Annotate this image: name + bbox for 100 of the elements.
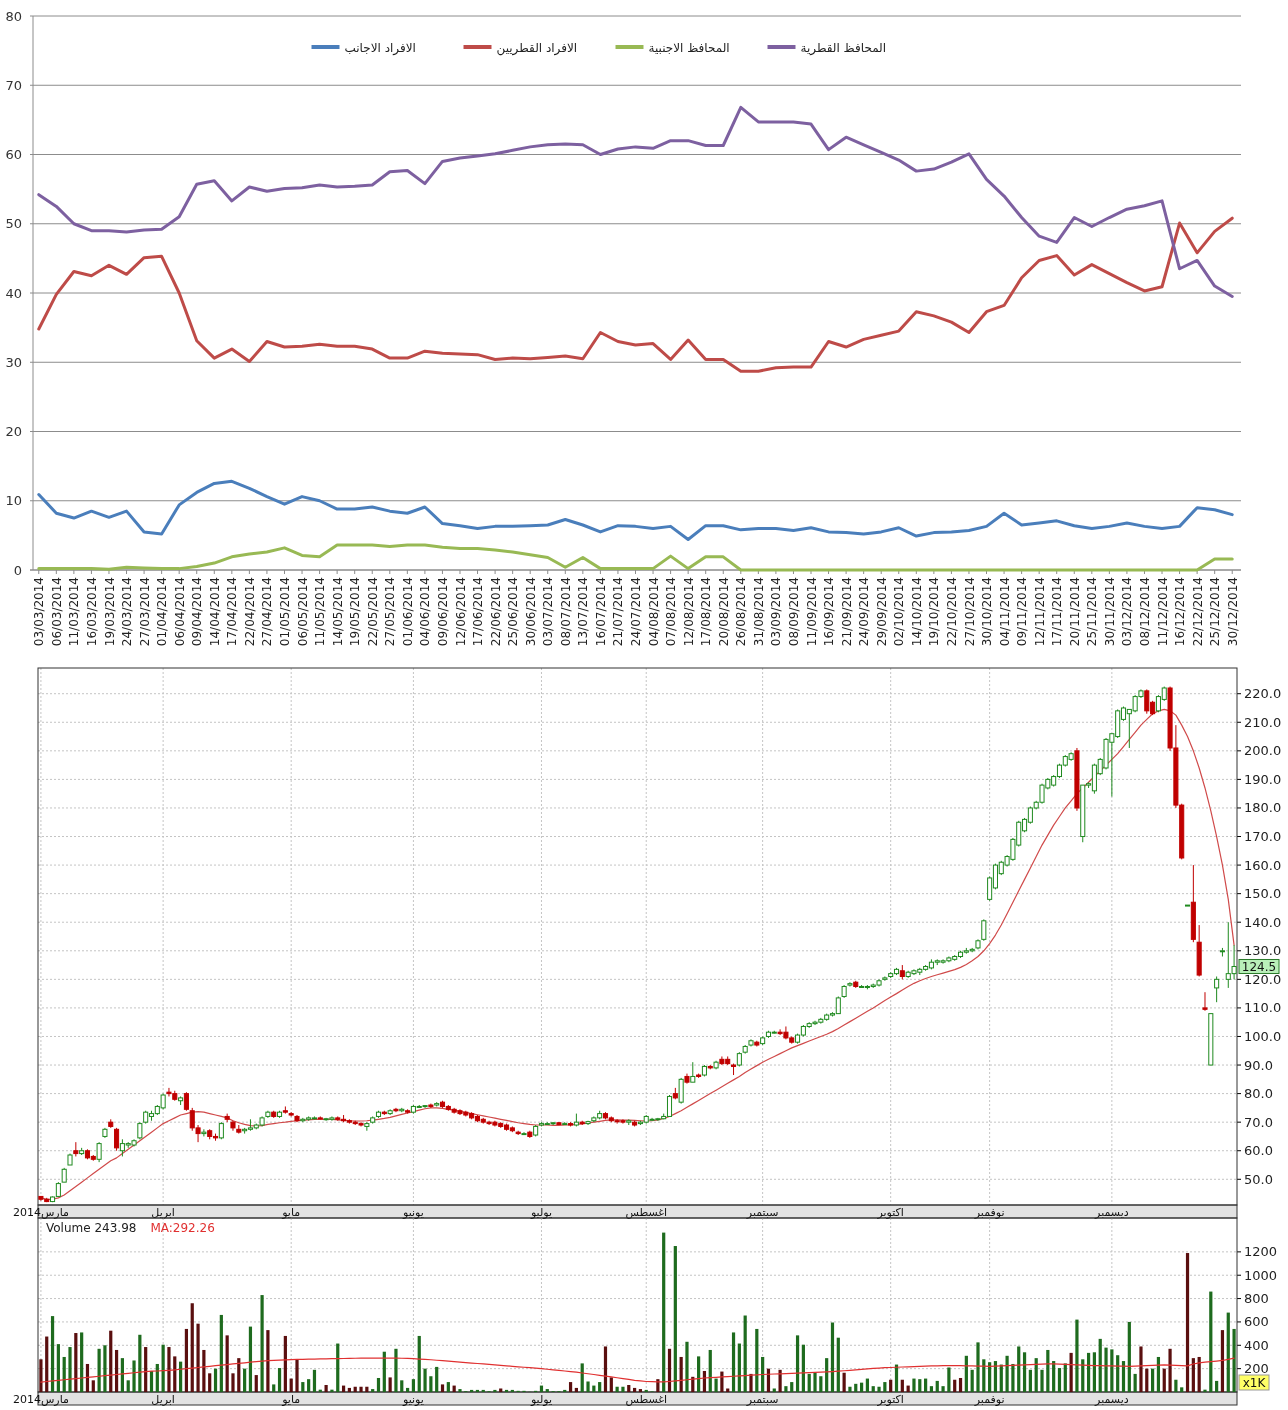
y-tick-label: 140.0 — [1244, 914, 1282, 930]
bar — [743, 1315, 747, 1392]
candlestick — [981, 918, 987, 942]
bar — [627, 1384, 631, 1392]
bar — [376, 1377, 381, 1392]
x-tick-label: يونيو — [402, 1393, 424, 1406]
x-tick-label: 30/10/2014 — [980, 577, 994, 647]
bar — [161, 1344, 165, 1392]
bar — [184, 1328, 189, 1392]
x-tick-label: 11/12/2014 — [1155, 577, 1170, 647]
bar — [632, 1387, 637, 1392]
line-series — [37, 479, 1234, 542]
bar — [697, 1356, 701, 1392]
bar — [731, 1332, 736, 1392]
bar — [411, 1379, 416, 1392]
y-tick-label: 130.0 — [1244, 943, 1282, 959]
bar — [667, 1348, 672, 1392]
x-tick-label: 04/11/2014 — [997, 577, 1012, 647]
y-tick-label: 170.0 — [1244, 829, 1282, 845]
bar — [976, 1342, 980, 1392]
x-tick-label: نوفمبر — [973, 1206, 1005, 1219]
candlestick — [96, 1141, 102, 1163]
bar — [324, 1384, 328, 1392]
bar — [598, 1382, 602, 1392]
x-tick-label: 22/06/2014 — [488, 577, 503, 647]
bar — [347, 1387, 351, 1392]
y-tick-label: 70 — [5, 77, 22, 93]
x-tick-label: ابريل — [151, 1206, 175, 1219]
x-tick-label: 27/10/2014 — [962, 577, 977, 647]
bar — [772, 1388, 776, 1392]
bar — [941, 1386, 945, 1392]
x-tick-label: 14/04/2014 — [207, 577, 222, 647]
y-tick-label: 60.0 — [1244, 1143, 1273, 1159]
x-tick-label: ابريل — [151, 1393, 175, 1406]
bar — [283, 1335, 287, 1392]
x-tick-label: 13/07/2014 — [576, 577, 591, 647]
bar — [307, 1379, 311, 1392]
bar — [277, 1368, 282, 1392]
bar — [749, 1373, 753, 1392]
candlestick — [1214, 975, 1220, 1003]
y-tick-label: 800 — [1244, 1291, 1269, 1307]
bar — [685, 1341, 689, 1392]
bar — [68, 1347, 72, 1392]
x-tick-label: 03/03/2014 — [32, 577, 47, 647]
bar — [388, 1377, 392, 1392]
bar — [208, 1373, 212, 1392]
bar — [819, 1376, 823, 1392]
bar — [435, 1366, 439, 1392]
x-tick-label: 30/06/2014 — [523, 577, 538, 647]
x-tick-label: 09/06/2014 — [435, 577, 450, 647]
y-tick-label: 50.0 — [1244, 1171, 1273, 1187]
y-tick-label: 1000 — [1244, 1267, 1278, 1283]
bar — [213, 1368, 218, 1392]
candlestick — [364, 1121, 370, 1132]
x-tick-label: مايو — [281, 1393, 301, 1406]
y-tick-label: 220.0 — [1244, 686, 1282, 702]
bar — [266, 1330, 270, 1392]
candlestick — [201, 1128, 207, 1137]
x-tick-label: اكتوبر — [876, 1393, 904, 1406]
bar — [97, 1348, 101, 1392]
x-tick-label: 29/09/2014 — [874, 577, 889, 647]
bar — [295, 1359, 299, 1392]
candlestick — [1202, 991, 1208, 1012]
bar — [900, 1379, 904, 1392]
x-tick-label: 01/06/2014 — [400, 577, 415, 647]
y-tick-label: 150.0 — [1244, 886, 1282, 902]
bar — [301, 1382, 305, 1392]
bar — [243, 1368, 247, 1392]
x-tick-label: 12/06/2014 — [453, 577, 468, 647]
bar — [609, 1377, 613, 1392]
bar — [39, 1359, 43, 1392]
y-tick-label: 80 — [5, 8, 22, 24]
y-tick-label: 400 — [1244, 1337, 1269, 1353]
bar — [405, 1387, 410, 1392]
bar — [638, 1389, 643, 1392]
bar — [662, 1232, 666, 1392]
bar — [400, 1380, 404, 1392]
bar — [574, 1387, 578, 1392]
line-series — [37, 105, 1234, 298]
x-tick-label: 17/08/2014 — [699, 577, 714, 647]
bar — [167, 1347, 171, 1392]
bar — [935, 1380, 939, 1392]
bar — [1040, 1369, 1044, 1392]
x-tick-label: مايو — [281, 1206, 301, 1219]
y-tick-label: 110.0 — [1244, 1000, 1282, 1016]
y-tick-label: 10 — [5, 493, 22, 509]
bar — [1232, 1328, 1236, 1392]
bar — [1121, 1361, 1126, 1392]
x-tick-label: 20/08/2014 — [716, 577, 731, 647]
x-tick-label: 27/03/2014 — [137, 577, 152, 647]
bar — [865, 1378, 870, 1392]
bar — [545, 1389, 549, 1392]
bar — [877, 1386, 881, 1392]
x-tick-label: 04/08/2014 — [646, 577, 661, 647]
bar — [755, 1328, 759, 1392]
bar — [190, 1303, 194, 1392]
bar — [807, 1373, 811, 1392]
bar — [1139, 1346, 1143, 1392]
bar — [790, 1382, 794, 1392]
x-tick-label: 16/09/2014 — [822, 577, 837, 647]
